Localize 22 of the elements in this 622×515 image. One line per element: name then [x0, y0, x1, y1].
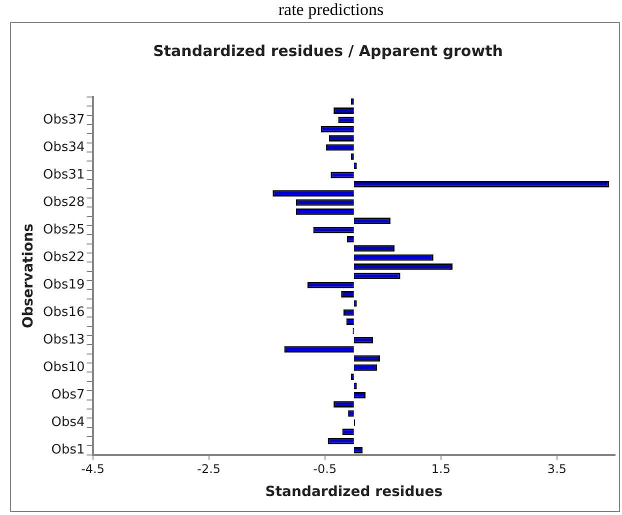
- x-tick-label: -2.5: [197, 462, 221, 476]
- y-tick-label: Obs7: [51, 388, 85, 403]
- y-tick-label: Obs16: [42, 304, 85, 320]
- x-tick-label: -0.5: [313, 462, 337, 476]
- x-axis-title: Standardized residues: [265, 484, 443, 500]
- y-axis-title: Observations: [20, 224, 37, 328]
- y-tick-label: Obs25: [42, 222, 85, 238]
- x-tick-label: -4.5: [81, 462, 105, 476]
- y-tick-label: Obs31: [42, 167, 85, 182]
- y-tick-label: Obs13: [42, 332, 85, 348]
- y-tick-label: Obs28: [42, 194, 85, 210]
- y-tick-label: Obs19: [42, 277, 85, 292]
- x-tick-label: 3.5: [547, 462, 567, 476]
- text: rate predictions: [278, 0, 384, 19]
- y-tick-label: Obs1: [51, 442, 85, 458]
- chart-title: Standardized residues / Apparent growth: [153, 42, 503, 60]
- y-tick-label: Obs22: [42, 250, 85, 265]
- y-tick-label: Obs34: [42, 140, 85, 155]
- x-tick-label: 1.5: [431, 462, 450, 476]
- y-tick-label: Obs10: [42, 360, 85, 376]
- y-tick-label: Obs37: [42, 112, 85, 128]
- y-tick-label: Obs4: [51, 415, 85, 430]
